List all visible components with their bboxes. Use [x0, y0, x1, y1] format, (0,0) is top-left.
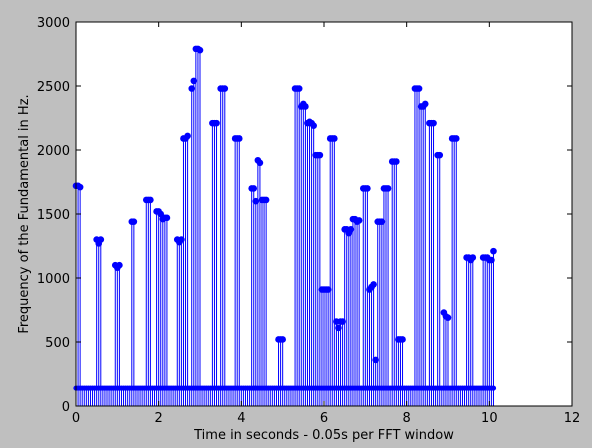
data-point [370, 281, 377, 288]
data-point [430, 119, 437, 127]
data-point [279, 336, 286, 343]
data-point [331, 135, 338, 142]
data-point [393, 158, 400, 165]
x-tick-label: 8 [403, 411, 411, 426]
data-point [196, 46, 204, 54]
baseline-marker [490, 385, 497, 391]
data-point [364, 185, 371, 192]
x-tick-label: 10 [481, 411, 498, 426]
data-point [188, 85, 196, 92]
y-tick-label: 1000 [37, 272, 70, 287]
data-point [295, 85, 303, 92]
y-axis-label: Frequency of the Fundamental in Hz. [17, 94, 32, 333]
data-point [324, 286, 332, 293]
data-point [178, 236, 185, 243]
data-point [235, 135, 243, 142]
data-point [355, 217, 363, 224]
data-point [190, 77, 198, 85]
x-tick-label: 6 [320, 411, 328, 426]
data-point [415, 85, 423, 92]
stem-lines [75, 48, 494, 406]
data-point [97, 236, 105, 243]
x-axis-ticks: 0 2 4 6 8 10 12 [72, 22, 580, 426]
data-point [163, 214, 171, 222]
baseline-markers [73, 385, 497, 391]
value-markers [72, 45, 497, 364]
data-point [256, 159, 264, 167]
data-point [436, 151, 444, 159]
data-point [316, 151, 324, 159]
y-tick-label: 500 [45, 336, 70, 351]
data-point [262, 196, 270, 204]
y-tick-label: 2500 [37, 80, 70, 95]
data-point [302, 103, 309, 110]
data-point [384, 185, 392, 192]
y-tick-label: 0 [62, 400, 70, 415]
data-point [76, 183, 84, 191]
data-point [147, 196, 154, 204]
data-point [347, 226, 355, 233]
data-point [378, 218, 386, 225]
data-point [116, 261, 123, 269]
data-point [157, 210, 165, 218]
data-point [339, 318, 346, 325]
y-tick-label: 2000 [37, 144, 70, 159]
data-point [469, 254, 477, 261]
x-tick-label: 4 [237, 411, 245, 426]
data-point [250, 185, 258, 192]
data-point [335, 324, 342, 332]
x-tick-label: 12 [564, 411, 581, 426]
x-tick-label: 0 [72, 411, 80, 426]
data-point [310, 122, 317, 129]
data-point [399, 336, 406, 343]
data-point [130, 218, 138, 225]
data-point [184, 132, 191, 140]
y-tick-label: 3000 [37, 16, 70, 31]
data-point [444, 314, 452, 321]
x-axis-label: Time in seconds - 0.05s per FFT window [193, 428, 454, 443]
data-point [452, 135, 460, 142]
data-point [490, 247, 497, 255]
y-axis-ticks: 0 500 1000 1500 2000 2500 3000 [37, 16, 572, 415]
data-point [421, 100, 429, 108]
y-tick-label: 1500 [37, 208, 70, 223]
data-point [221, 85, 229, 92]
data-point [213, 119, 220, 127]
data-point [252, 197, 260, 205]
data-point [488, 256, 495, 264]
data-point [372, 356, 379, 364]
x-tick-label: 2 [155, 411, 163, 426]
